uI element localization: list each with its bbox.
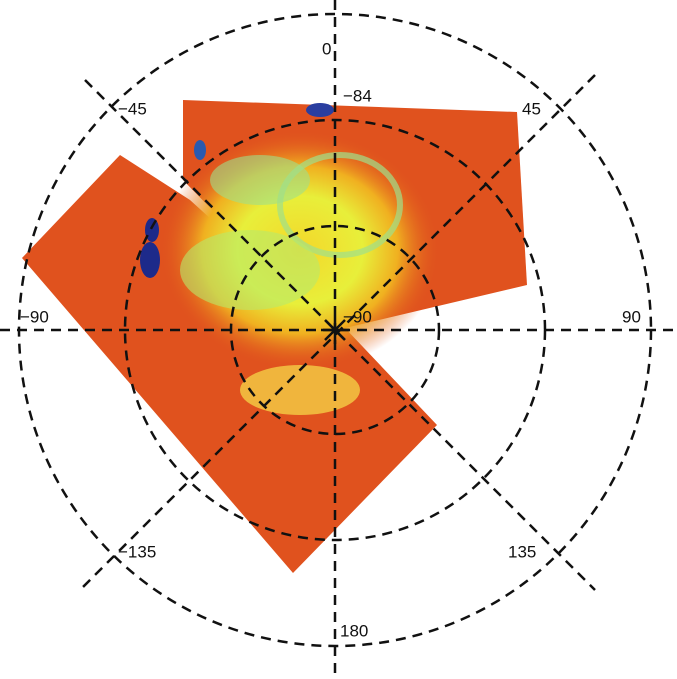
latitude-label: −90 xyxy=(343,307,372,326)
longitude-label: 45 xyxy=(522,99,541,118)
image-patches xyxy=(22,100,527,573)
longitude-label: −135 xyxy=(118,542,156,561)
longitude-label: 90 xyxy=(622,307,641,326)
longitude-label: −45 xyxy=(118,99,147,118)
labels: 0 45 90 135 180 −135 −90 −45 −84 −90 xyxy=(20,39,641,640)
dark-spot xyxy=(140,242,160,278)
bright-band xyxy=(240,365,360,415)
pole-marker xyxy=(321,316,349,344)
longitude-label: 135 xyxy=(508,542,536,561)
patch-left xyxy=(22,155,437,573)
dark-spot xyxy=(194,140,206,160)
longitude-label: 180 xyxy=(340,621,368,640)
swirl xyxy=(210,155,310,205)
longitude-label: −90 xyxy=(20,307,49,326)
latitude-label: −84 xyxy=(343,86,372,105)
swirl xyxy=(180,230,320,310)
dark-spot xyxy=(306,103,334,117)
swirl xyxy=(277,152,403,258)
longitude-label: 0 xyxy=(322,39,331,58)
